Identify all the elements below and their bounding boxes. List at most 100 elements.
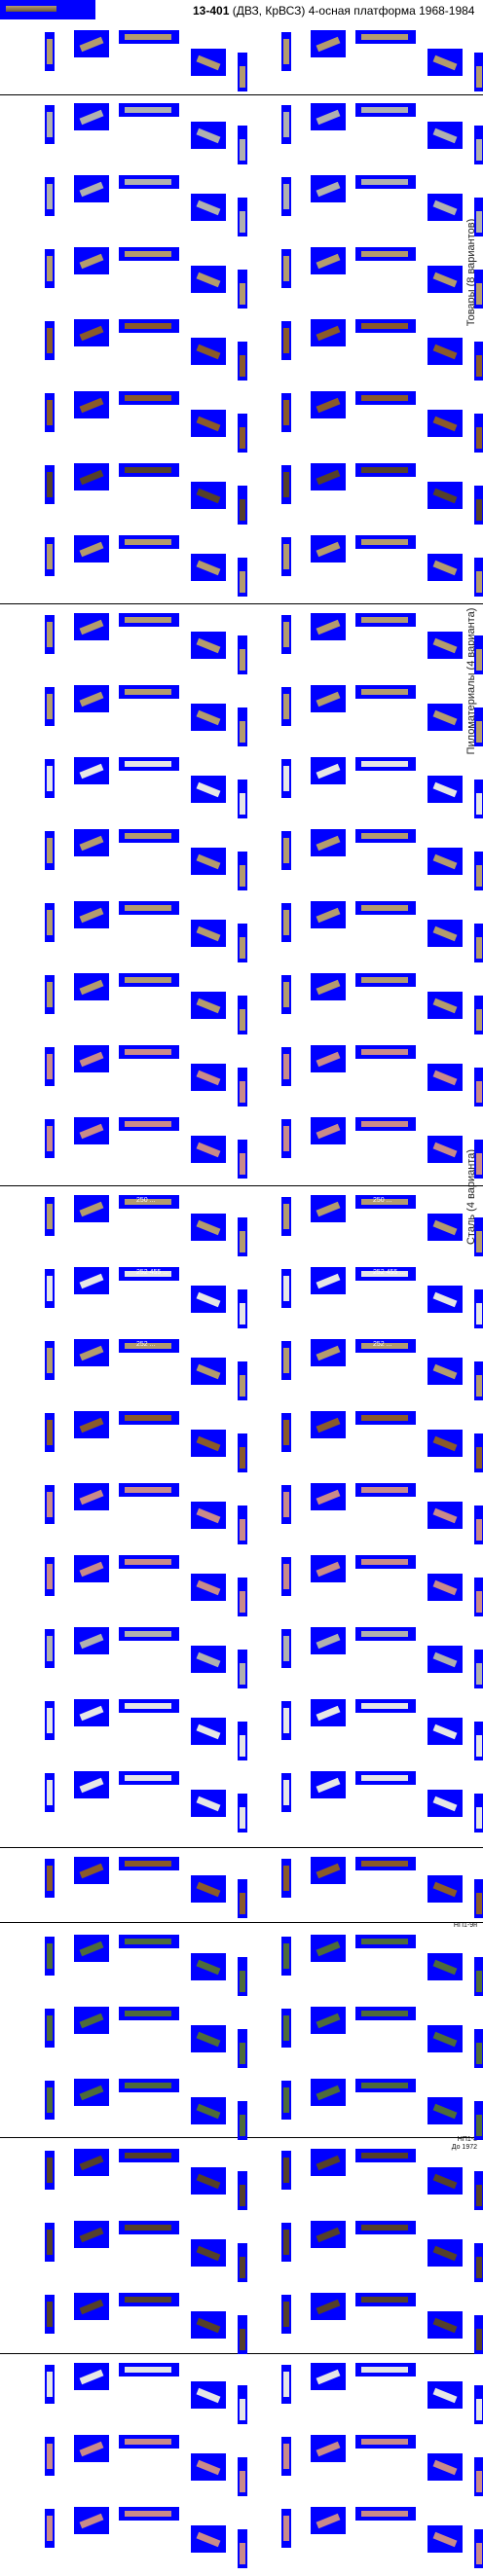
sprite-car [283,766,289,791]
sprite-car [476,1153,482,1175]
sprite-car [283,400,289,425]
sprite-car [361,1775,408,1781]
sprite-car [47,1708,53,1733]
sprite-car [47,2444,53,2469]
sprite-car [47,1564,53,1589]
sprite-car [240,571,245,593]
sprite-car [125,977,171,983]
sprite-car [240,1303,245,1324]
sprite-car [476,2115,482,2136]
sprite-car [361,251,408,257]
sprite-car [47,1204,53,1229]
sprite-car [283,1492,289,1517]
sprite-car [47,1420,53,1445]
sprite-car [476,721,482,743]
sprite-car [125,1487,171,1493]
sprite-car [476,571,482,593]
sprite-car [361,2083,408,2088]
sprite-car [361,977,408,983]
sprite-car [240,1231,245,1252]
car-label: 250 ... [373,1197,392,1204]
sprite-car [476,1735,482,1757]
sprite-car [125,905,171,911]
sprite-car [283,838,289,863]
sprite-car [47,1636,53,1661]
sprite-car [47,1126,53,1151]
sprite-car [125,2367,171,2373]
sprite-car [283,2516,289,2541]
sprite-car [125,107,171,113]
sprite-car [283,694,289,719]
sprite-car [283,1636,289,1661]
sprite-car [283,112,289,137]
section-separator [0,1185,483,1186]
sprite-car [476,499,482,521]
car-label: 252 455 ... [373,1269,406,1276]
sprite-car [283,39,289,64]
sprite-car [125,2225,171,2231]
sprite-car [361,323,408,329]
sprite-car [361,107,408,113]
sprite-car [361,1271,408,1277]
car-label: 252 455 ... [136,1269,169,1276]
sprite-car [361,1487,408,1493]
sprite-car [361,2367,408,2373]
sprite-car [125,1121,171,1127]
sprite-car [125,251,171,257]
sprite-car [283,1564,289,1589]
sprite-car [240,1153,245,1175]
sprite-car [47,256,53,281]
sprite-car [476,2471,482,2492]
sprite-car [476,1519,482,1541]
sprite-car [361,905,408,911]
sprite-car [361,833,408,839]
sprite-car [476,937,482,959]
sprite-car [283,910,289,935]
sprite-car [361,689,408,695]
sprite-car [476,1303,482,1324]
sprite-car [361,2225,408,2231]
sprite-car [47,982,53,1007]
sprite-car [47,910,53,935]
title-rest: (ДВЗ, КрВСЗ) 4-осная платформа 1968-1984 [229,4,475,18]
sprite-car [283,1126,289,1151]
sprite-car [125,2153,171,2159]
sprite-car [476,283,482,305]
sprite-car [125,2297,171,2303]
sprite-car [240,937,245,959]
sprite-car [240,1447,245,1469]
sprite-car [476,355,482,377]
sprite-car [125,1199,171,1205]
sprite-car [240,1971,245,1992]
sprite-car [361,1631,408,1637]
sprite-car [283,2158,289,2183]
sprite-car [125,34,171,40]
sprite-car [240,2115,245,2136]
sprite-car [240,1735,245,1757]
sprite-car [47,1943,53,1969]
sprite-car [47,2516,53,2541]
sprite-car [125,617,171,623]
sprite-car [125,689,171,695]
sprite-car [240,211,245,233]
sprite-car [361,2439,408,2445]
sprite-car [240,721,245,743]
sprite-car [125,1939,171,1944]
sprite-car [476,649,482,671]
sprite-car [240,2329,245,2350]
sprite-car [240,1375,245,1397]
sprite-car [240,2399,245,2420]
sprite-car [476,1971,482,1992]
sprite-car [47,1054,53,1079]
sprite-car [361,2011,408,2016]
sprite-car [125,395,171,401]
sprite-car [361,2511,408,2517]
sprite-car [476,211,482,233]
sprite-car [361,1861,408,1867]
sprite-car [283,256,289,281]
sprite-car [47,39,53,64]
sprite-car [283,1204,289,1229]
section-separator [0,1922,483,1923]
sprite-car [240,865,245,887]
